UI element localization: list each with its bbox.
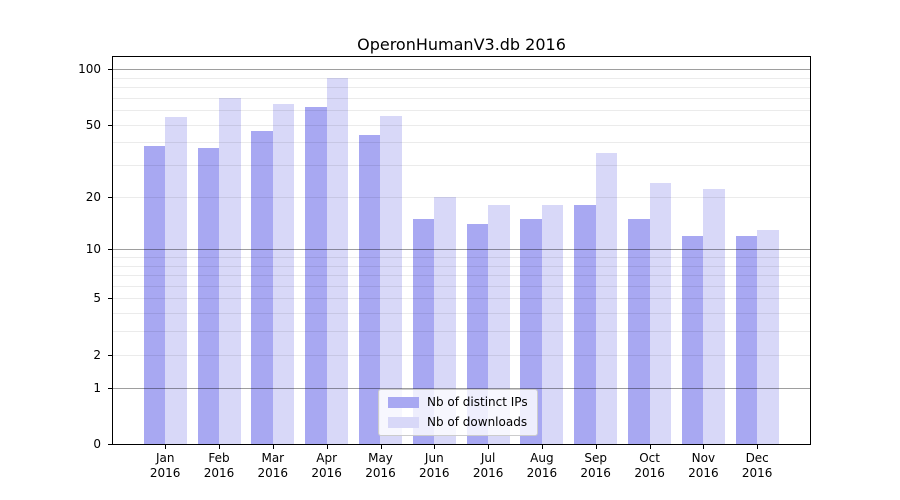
x-tick-label: Feb 2016 xyxy=(203,451,235,480)
x-tick xyxy=(219,445,220,449)
y-gridline-major xyxy=(113,249,810,251)
y-gridline-minor xyxy=(113,165,810,166)
bar-downloads-jun xyxy=(434,196,456,444)
y-gridline-minor xyxy=(113,142,810,144)
y-gridline-minor xyxy=(113,275,810,276)
y-gridline-major xyxy=(113,69,810,70)
bar-distinct-ips-jun xyxy=(412,218,435,444)
y-gridline-minor xyxy=(113,124,810,126)
y-gridline-minor xyxy=(113,354,810,356)
y-tick xyxy=(108,124,112,126)
bar-distinct-ips-feb xyxy=(197,148,220,444)
x-tick xyxy=(165,445,167,449)
y-gridline-minor xyxy=(113,110,810,111)
x-tick-label: Jul 2016 xyxy=(472,451,504,480)
bar-downloads-apr xyxy=(326,77,349,444)
x-tick xyxy=(434,445,436,449)
bar-downloads-oct xyxy=(649,182,672,444)
x-tick-label: Dec 2016 xyxy=(741,451,773,480)
y-gridline-minor xyxy=(113,298,810,300)
y-gridline-minor xyxy=(113,196,810,198)
bar-downloads-nov xyxy=(703,189,725,444)
legend-item-distinct-ips: Nb of distinct IPs xyxy=(388,394,528,411)
bar-downloads-aug xyxy=(541,204,564,444)
bar-distinct-ips-sep xyxy=(574,204,596,444)
x-tick xyxy=(541,445,543,449)
x-tick-label: May 2016 xyxy=(365,451,396,480)
y-tick-label: 20 xyxy=(85,189,101,204)
y-tick-label: 5 xyxy=(93,291,101,306)
x-tick-label: Jun 2016 xyxy=(419,451,450,480)
x-tick-label: Mar 2016 xyxy=(257,451,289,480)
y-tick-label: 2 xyxy=(93,347,101,362)
x-tick-label: Jan 2016 xyxy=(149,451,181,480)
bar-downloads-jan xyxy=(165,116,187,444)
x-tick xyxy=(595,445,597,449)
y-gridline-minor xyxy=(113,331,810,333)
y-gridline-major xyxy=(113,387,810,389)
bar-distinct-ips-oct xyxy=(628,218,650,444)
chart-title: OperonHumanV3.db 2016 xyxy=(357,35,566,54)
x-tick xyxy=(380,445,382,449)
bar-distinct-ips-aug xyxy=(520,218,542,444)
y-gridline-minor xyxy=(113,256,810,258)
bar-downloads-mar xyxy=(272,103,295,444)
y-tick xyxy=(108,196,112,198)
x-tick xyxy=(703,445,705,449)
y-tick xyxy=(108,387,112,389)
y-tick-label: 0 xyxy=(93,437,101,451)
legend: Nb of distinct IPs Nb of downloads xyxy=(378,389,538,436)
bar-distinct-ips-apr xyxy=(305,107,327,444)
x-tick-label: Oct 2016 xyxy=(634,451,665,480)
y-tick-label: 50 xyxy=(85,117,101,132)
bar-downloads-may xyxy=(380,115,402,444)
legend-label-downloads: Nb of downloads xyxy=(427,415,528,429)
legend-label-distinct-ips: Nb of distinct IPs xyxy=(427,395,528,409)
legend-item-downloads: Nb of downloads xyxy=(388,414,528,431)
x-tick xyxy=(272,445,274,449)
x-tick xyxy=(649,445,651,449)
bar-downloads-sep xyxy=(595,152,618,444)
y-gridline-minor xyxy=(113,313,810,315)
y-gridline-minor xyxy=(113,285,810,287)
x-tick-label: Apr 2016 xyxy=(311,451,342,480)
y-tick xyxy=(108,298,112,300)
y-tick xyxy=(108,69,112,70)
bar-distinct-ips-mar xyxy=(251,131,273,444)
y-tick-label: 1 xyxy=(93,380,101,395)
x-tick-label: Nov 2016 xyxy=(688,451,719,480)
bar-distinct-ips-dec xyxy=(735,235,758,444)
y-tick xyxy=(108,249,112,251)
y-tick xyxy=(108,354,112,356)
x-tick xyxy=(488,445,490,449)
y-gridline-minor xyxy=(113,86,810,88)
bar-downloads-feb xyxy=(219,97,241,444)
y-tick-label: 100 xyxy=(78,62,101,76)
y-gridline-minor xyxy=(113,265,810,267)
legend-swatch-downloads xyxy=(388,417,419,428)
legend-swatch-distinct-ips xyxy=(388,397,419,408)
bar-downloads-jul xyxy=(488,204,510,444)
x-tick xyxy=(326,445,328,449)
bar-distinct-ips-jan xyxy=(143,146,166,444)
y-gridline-minor xyxy=(113,97,810,99)
x-tick-label: Aug 2016 xyxy=(526,451,558,480)
x-tick-label: Sep 2016 xyxy=(580,451,611,480)
y-tick-label: 10 xyxy=(85,242,101,257)
plot-area xyxy=(113,57,810,444)
bar-distinct-ips-nov xyxy=(681,235,704,444)
x-tick xyxy=(757,445,759,449)
bar-distinct-ips-may xyxy=(358,134,381,444)
y-tick xyxy=(108,444,112,445)
y-gridline-minor xyxy=(113,77,810,79)
bar-downloads-dec xyxy=(757,229,779,444)
